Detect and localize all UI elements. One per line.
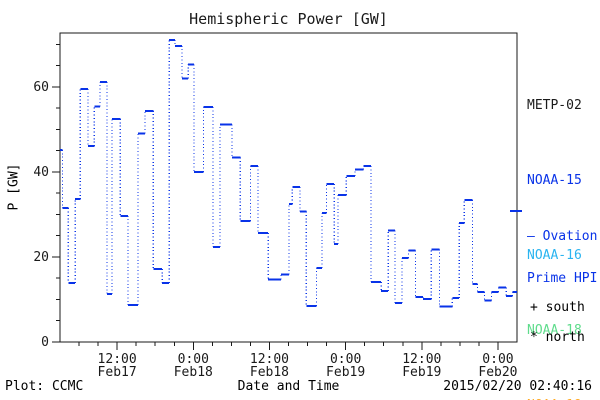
satellite-legend: METP-02 NOAA-15 NOAA-16 NOAA-18 NOAA-19 [527,43,582,400]
x-tick-time-label: 0:00 [178,352,209,367]
north-marker-legend: * north [530,330,585,345]
x-tick-date-label: Feb19 [326,365,365,380]
south-marker-legend: + south [530,300,585,315]
legend-item-noaa18: NOAA-18 [527,323,582,338]
y-axis-label: P [GW] [6,163,22,211]
plot-credit: Plot: CCMC [5,379,84,394]
ovation-legend-line1: — Ovation [527,229,598,244]
legend-item-noaa19: NOAA-19 [527,393,582,400]
x-tick-time-label: 0:00 [482,352,513,367]
plot-timestamp: 2015/02/20 02:40:16 [443,379,592,394]
x-tick-date-label: Feb20 [478,365,517,380]
x-tick-time-label: 12:00 [402,352,441,367]
ovation-legend-line2: Prime HPI [527,271,598,286]
x-tick-time-label: 12:00 [98,352,137,367]
x-tick-date-label: Feb17 [98,365,137,380]
chart-title: Hemispheric Power [GW] [189,10,388,28]
x-tick-date-label: Feb18 [174,365,213,380]
x-axis-label: Date and Time [237,379,340,394]
x-tick-time-label: 0:00 [330,352,361,367]
legend-item-noaa16: NOAA-16 [527,248,582,263]
x-tick-date-label: Feb19 [402,365,441,380]
legend-item-noaa15: NOAA-15 [527,173,582,188]
y-tick-label: 60 [33,80,49,95]
y-tick-label: 0 [41,335,49,350]
x-tick-date-label: Feb18 [250,365,289,380]
ovation-prime-hpi-legend: — Ovation Prime HPI [527,202,597,314]
plot-frame [59,32,518,343]
y-tick-label: 20 [33,250,49,265]
legend-item-metp02: METP-02 [527,98,582,113]
x-tick-time-label: 12:00 [250,352,289,367]
y-tick-label: 40 [33,165,49,180]
